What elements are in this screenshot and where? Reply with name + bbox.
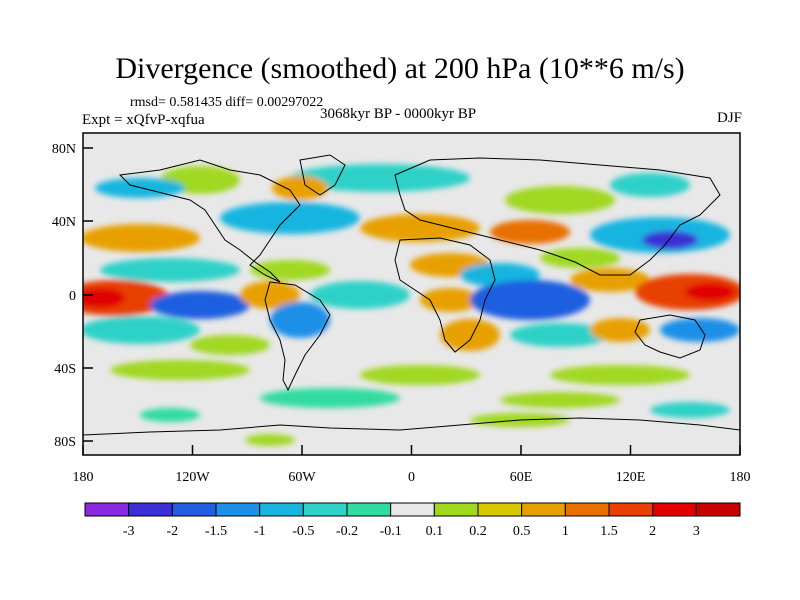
colorbar-swatch <box>608 502 654 517</box>
anomaly-orange-south-africa <box>440 319 500 351</box>
anomaly-green-antarctic-pacific <box>245 434 295 446</box>
x-tick-label: 120W <box>175 470 210 485</box>
anomaly-green-southern-pacific <box>110 360 250 380</box>
colorbar-label: 0.5 <box>513 524 531 539</box>
period-label: 3068kyr BP - 0000kyr BP <box>320 106 477 122</box>
coastline-australia <box>634 314 706 359</box>
anomaly-cyan-north-asia <box>610 173 690 197</box>
anomaly-blue-south-america <box>270 302 330 338</box>
anomaly-blue-indian-ocean <box>470 280 590 320</box>
colorbar-swatch <box>171 502 217 517</box>
colorbar-label: 0.2 <box>469 524 487 539</box>
colorbar-swatch <box>477 502 523 517</box>
x-tick-label: 60W <box>288 470 316 485</box>
x-tick-label: 0 <box>408 470 415 485</box>
coastline-africa <box>394 237 496 353</box>
anomaly-green-siberia <box>505 186 615 214</box>
colorbar-swatch <box>84 502 130 517</box>
colorbar <box>84 502 741 517</box>
anomaly-green-tibet <box>540 248 620 268</box>
colorbar-swatch <box>215 502 261 517</box>
stats-label: rmsd= 0.581435 diff= 0.00297022 <box>130 95 324 110</box>
anomaly-darkblue-japan <box>642 231 698 249</box>
coastline-antarctica <box>83 417 740 436</box>
colorbar-label: 0.1 <box>426 524 444 539</box>
anomaly-cyan-atlantic-eq <box>310 281 410 309</box>
anomaly-green-southern-ocean-east <box>500 392 620 408</box>
coastline-europe-asia <box>394 157 721 276</box>
experiment-label: Expt = xQfvP-xqfua <box>82 112 205 128</box>
y-tick-label: 40S <box>54 362 76 377</box>
anomaly-blue-australia-east <box>660 318 740 342</box>
y-axis <box>83 147 93 442</box>
y-tick-label: 80N <box>52 142 76 157</box>
colorbar-swatch <box>433 502 479 517</box>
colorbar-swatch <box>652 502 697 517</box>
coastline-south-america <box>264 281 331 392</box>
colorbar-label: -0.5 <box>292 524 314 539</box>
colorbar-label: -2 <box>166 524 178 539</box>
colorbar-label: 2 <box>649 524 656 539</box>
y-tick-labels: 80N 40N 0 40S 80S <box>52 142 76 450</box>
anomaly-blue-east-pacific <box>150 291 250 319</box>
x-tick-label: 180 <box>730 470 751 485</box>
coastline-north-america <box>118 159 301 283</box>
y-tick-label: 40N <box>52 215 76 230</box>
anomaly-orange-south-america-north <box>240 281 300 309</box>
season-label: DJF <box>716 110 742 126</box>
anomaly-orange-north-atlantic <box>272 176 328 200</box>
colorbar-swatch <box>128 502 173 517</box>
colorbar-swatch <box>346 502 392 517</box>
plot-title: Divergence (smoothed) at 200 hPa (10**6 … <box>115 52 685 85</box>
colorbar-label: 3 <box>693 524 700 539</box>
y-tick-label: 80S <box>54 435 76 450</box>
anomaly-orange-australia-west <box>590 318 650 342</box>
coastlines <box>83 154 740 436</box>
anomaly-green-southern-atlantic <box>360 365 480 385</box>
anomaly-orange-mediterranean <box>360 214 480 242</box>
colorbar-swatch <box>695 502 741 517</box>
coastline-greenland <box>299 154 346 196</box>
anomaly-green-southern-indian <box>550 365 690 385</box>
anomaly-cyan-north-pacific-sub <box>100 258 240 282</box>
anomaly-cyan-south-pacific <box>83 316 200 344</box>
anomaly-cyan-southern-ocean <box>260 388 400 408</box>
colorbar-labels: -3 -2 -1.5 -1 -0.5 -0.2 -0.1 0.1 0.2 0.5 1 1.5 2 3 <box>123 524 700 539</box>
anomaly-green-south-pacific <box>190 335 270 355</box>
colorbar-label: -0.1 <box>380 524 402 539</box>
x-tick-label: 60E <box>510 470 533 485</box>
colorbar-label: 1.5 <box>600 524 618 539</box>
colorbar-label: -1.5 <box>205 524 227 539</box>
colorbar-swatch <box>302 502 348 517</box>
anomaly-cyan-south-indian <box>510 323 610 347</box>
colorbar-label: -0.2 <box>336 524 358 539</box>
colorbar-swatch <box>259 502 304 517</box>
y-tick-label: 0 <box>69 289 76 304</box>
x-axis <box>82 445 741 455</box>
colorbar-swatch <box>564 502 610 517</box>
anomaly-orange-maritime <box>570 268 650 292</box>
anomaly-red-core-central-pacific <box>83 288 125 308</box>
x-tick-labels: 180 120W 60W 0 60E 120E 180 <box>73 470 751 485</box>
anomaly-red-core-west-pacific <box>685 283 735 301</box>
x-tick-label: 120E <box>616 470 646 485</box>
colorbar-label: -3 <box>123 524 135 539</box>
anomaly-cyan-antarctic-east <box>650 402 730 418</box>
anomaly-blue-north-america <box>220 202 360 234</box>
x-tick-label: 180 <box>73 470 94 485</box>
colorbar-label: 1 <box>562 524 569 539</box>
anomaly-orange-central-asia <box>490 220 570 244</box>
anomaly-orange-east-pacific-north <box>83 224 200 252</box>
anomaly-cyan-antarctic-pacific <box>140 408 200 422</box>
anomaly-green-caribbean <box>250 260 330 280</box>
colorbar-label: -1 <box>254 524 266 539</box>
colorbar-swatch <box>390 502 435 517</box>
anomaly-orange-africa-eq <box>420 288 480 312</box>
colorbar-swatch <box>521 502 566 517</box>
